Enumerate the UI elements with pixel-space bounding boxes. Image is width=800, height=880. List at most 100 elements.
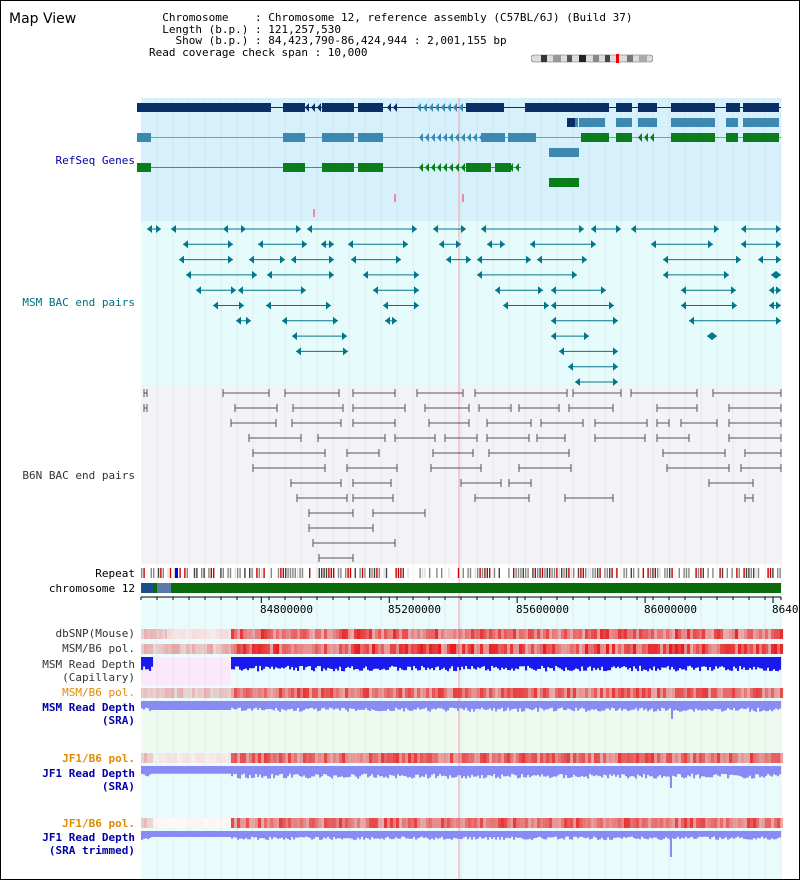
repeat-feature [721, 568, 724, 578]
read-depth-bar [669, 701, 672, 709]
polymorphism-cell [687, 688, 691, 698]
polymorphism-cell [342, 688, 346, 698]
track-label-repeat[interactable]: Repeat [95, 567, 135, 580]
polymorphism-cell [237, 644, 241, 654]
polymorphism-cell [426, 688, 430, 698]
read-depth-bar [355, 766, 358, 777]
polymorphism-cell [747, 818, 751, 828]
polymorphism-cell [582, 644, 586, 654]
read-depth-bar [359, 701, 362, 710]
polymorphism-cell [540, 818, 544, 828]
track-label-dbsnp[interactable]: dbSNP(Mouse) [55, 627, 135, 640]
repeat-feature [561, 568, 563, 578]
read-depth-bar [293, 701, 296, 712]
read-depth-bar [449, 657, 452, 669]
polymorphism-cell [162, 688, 166, 698]
polymorphism-cell [738, 629, 742, 639]
polymorphism-cell [660, 688, 664, 698]
read-depth-bar [691, 657, 694, 668]
polymorphism-cell [639, 818, 643, 828]
polymorphism-cell [366, 629, 370, 639]
read-depth-bar [531, 657, 534, 669]
polymorphism-cell [711, 688, 715, 698]
read-depth-bar [733, 657, 736, 667]
read-depth-bar [671, 831, 674, 838]
chromosome-ideogram[interactable] [531, 54, 653, 63]
read-depth-bar [309, 701, 312, 709]
polymorphism-cell [477, 629, 481, 639]
read-depth-bar [735, 766, 738, 776]
polymorphism-cell [393, 818, 397, 828]
track-label-msm-bac[interactable]: MSM BAC end pairs [22, 296, 135, 309]
gene-exon [726, 103, 740, 112]
polymorphism-cell [474, 818, 478, 828]
polymorphism-cell [615, 629, 619, 639]
read-depth-bar [749, 701, 752, 712]
polymorphism-cell [330, 753, 334, 763]
track-label-msm-b6-pol-2[interactable]: MSM/B6 pol. [62, 686, 135, 699]
polymorphism-cell [534, 818, 538, 828]
read-depth-bar [699, 766, 702, 779]
track-label-msm-depth-cap-1[interactable]: MSM Read Depth [42, 658, 135, 671]
polymorphism-cell [675, 753, 679, 763]
polymorphism-cell [450, 629, 454, 639]
polymorphism-cell [654, 688, 658, 698]
read-depth-bar [441, 657, 444, 669]
read-depth-bar [677, 701, 680, 711]
read-depth-bar [755, 766, 758, 775]
polymorphism-cell [501, 753, 505, 763]
track-label-jf1-b6-pol-2[interactable]: JF1/B6 pol. [62, 817, 135, 830]
track-label-b6n-bac[interactable]: B6N BAC end pairs [22, 469, 135, 482]
track-label-jf1-b6-pol-1[interactable]: JF1/B6 pol. [62, 752, 135, 765]
gene-arrow [449, 163, 453, 172]
polymorphism-cell [387, 688, 391, 698]
read-depth-bar [553, 657, 556, 671]
polymorphism-cell [576, 629, 580, 639]
polymorphism-cell [729, 688, 733, 698]
read-depth-bar [355, 657, 358, 670]
gene-arrow [437, 163, 441, 172]
polymorphism-cell [723, 629, 727, 639]
polymorphism-cell [153, 644, 157, 654]
polymorphism-cell [480, 629, 484, 639]
track-label-refseq-genes[interactable]: RefSeq Genes [55, 154, 135, 167]
read-depth-bar [761, 701, 764, 711]
repeat-feature [201, 568, 203, 578]
read-depth-bar [655, 831, 658, 838]
read-depth-bar [271, 657, 274, 667]
repeat-feature [606, 568, 608, 578]
read-depth-bar [259, 657, 262, 666]
polymorphism-cell [573, 629, 577, 639]
polymorphism-cell [522, 629, 526, 639]
polymorphism-cell [420, 629, 424, 639]
read-depth-bar [631, 766, 634, 776]
read-depth-bar [533, 766, 536, 776]
track-label-msm-depth-sra-1[interactable]: MSM Read Depth [42, 701, 135, 714]
track-label-msm-b6-pol-1[interactable]: MSM/B6 pol. [62, 642, 135, 655]
gene-arrow [429, 103, 433, 112]
polymorphism-cell [624, 629, 628, 639]
polymorphism-cell [501, 688, 505, 698]
read-depth-bar [151, 766, 154, 774]
polymorphism-cell [162, 644, 166, 654]
read-depth-bar [483, 701, 486, 710]
polymorphism-cell [645, 644, 649, 654]
read-depth-bar [553, 831, 556, 838]
repeat-feature [421, 568, 424, 578]
track-label-chromosome[interactable]: chromosome 12 [48, 582, 135, 595]
polymorphism-cell [150, 753, 154, 763]
repeat-feature [582, 568, 584, 578]
polymorphism-cell [678, 644, 682, 654]
read-depth-bar [353, 657, 356, 670]
read-depth-bar [281, 766, 284, 774]
read-depth-bar [771, 701, 774, 712]
gene-arrow [509, 163, 513, 172]
polymorphism-cell [336, 688, 340, 698]
read-depth-bar [771, 657, 774, 671]
track-label-jf1-depth-sra-1[interactable]: JF1 Read Depth [42, 767, 135, 780]
read-depth-bar [729, 657, 732, 671]
track-label-jf1-depth-trim-1[interactable]: JF1 Read Depth [42, 831, 135, 844]
read-depth-bar [755, 831, 758, 840]
bac-end-marker [414, 301, 419, 310]
